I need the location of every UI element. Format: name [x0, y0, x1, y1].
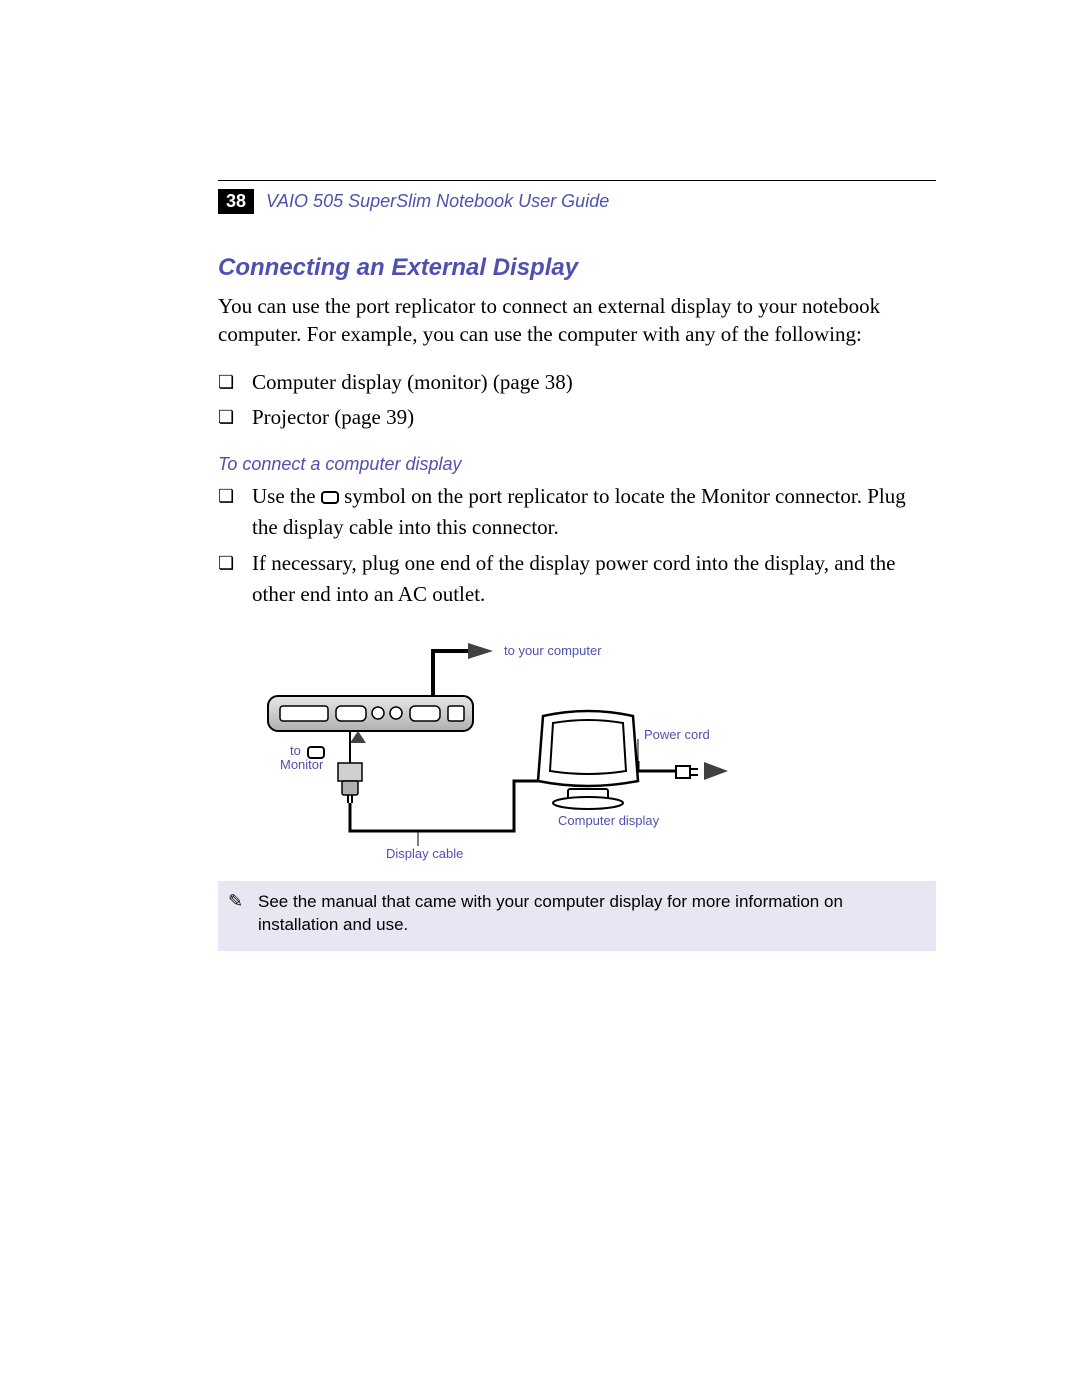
- note-text: See the manual that came with your compu…: [258, 892, 843, 934]
- diagram-label-computer-display: Computer display: [558, 813, 659, 828]
- page-header: 38 VAIO 505 SuperSlim Notebook User Guid…: [218, 189, 936, 214]
- diagram-label-to: to: [290, 743, 301, 758]
- sub-heading: To connect a computer display: [218, 454, 936, 475]
- step-list: Use the symbol on the port replicator to…: [218, 481, 936, 611]
- intro-paragraph: You can use the port replicator to conne…: [218, 292, 936, 349]
- diagram-label-display-cable: Display cable: [386, 846, 463, 861]
- pencil-icon: ✎: [228, 889, 243, 913]
- list-item: If necessary, plug one end of the displa…: [218, 548, 936, 611]
- diagram-label-power-cord: Power cord: [644, 727, 710, 742]
- page-content: 38 VAIO 505 SuperSlim Notebook User Guid…: [218, 180, 936, 951]
- header-rule: [218, 180, 936, 181]
- connection-diagram: to your computer to Monitor Power cord C…: [238, 631, 938, 871]
- diagram-label-monitor: Monitor: [280, 757, 323, 772]
- diagram-label-to-computer: to your computer: [504, 643, 602, 658]
- step-text-post: symbol on the port replicator to locate …: [252, 484, 906, 540]
- page-number: 38: [218, 189, 254, 214]
- monitor-symbol-icon: [321, 491, 339, 504]
- option-list: Computer display (monitor) (page 38) Pro…: [218, 367, 936, 434]
- diagram-svg: [238, 631, 938, 871]
- list-item: Projector (page 39): [218, 402, 936, 434]
- document-title: VAIO 505 SuperSlim Notebook User Guide: [266, 191, 609, 212]
- note-box: ✎ See the manual that came with your com…: [218, 881, 936, 951]
- section-heading: Connecting an External Display: [218, 254, 936, 282]
- list-item: Use the symbol on the port replicator to…: [218, 481, 936, 544]
- list-item: Computer display (monitor) (page 38): [218, 367, 936, 399]
- step-text-pre: Use the: [252, 484, 321, 508]
